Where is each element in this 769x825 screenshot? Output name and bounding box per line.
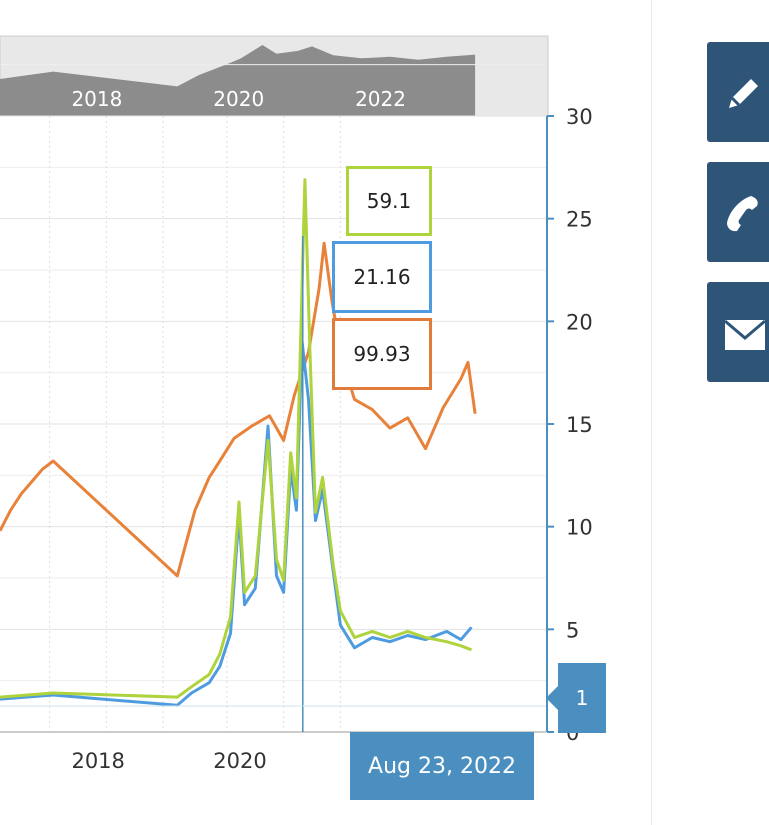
phone-icon (727, 196, 758, 232)
y-tick-label: 20 (566, 310, 593, 334)
y-tick-label: 5 (566, 618, 579, 642)
chart-grid (0, 64, 546, 733)
side-panel (651, 0, 769, 825)
navigator-area (0, 45, 476, 116)
x-tick-label: 2020 (213, 749, 266, 773)
navigator-tick-label: 2022 (355, 87, 406, 111)
y-tick-label: 30 (566, 105, 593, 129)
navigator-tick-label: 2020 (213, 87, 264, 111)
crosshair-value-label: 1 (546, 663, 606, 733)
tooltip-green-series: 59.1 (346, 166, 432, 236)
series-line-1 (0, 340, 473, 707)
series-line-2 (0, 178, 473, 699)
tooltip-orange-series: 99.93 (332, 318, 432, 390)
chart-series (0, 178, 477, 707)
edit-button[interactable] (707, 42, 769, 142)
navigator[interactable]: 2018 2020 2022 (0, 35, 549, 117)
y-tick-label: 15 (566, 413, 593, 437)
call-button[interactable] (707, 162, 769, 262)
pencil-icon (729, 79, 758, 108)
series-line-0 (0, 241, 477, 578)
y-tick-label: 25 (566, 208, 593, 232)
tooltip-blue-series: 21.16 (332, 241, 432, 313)
email-button[interactable] (707, 282, 769, 382)
envelope-icon (724, 319, 765, 350)
crosshair (0, 236, 546, 732)
crosshair-date-label: Aug 23, 2022 (350, 732, 534, 800)
x-tick-label: 2018 (71, 749, 124, 773)
y-tick-label: 10 (566, 516, 593, 540)
navigator-tick-label: 2018 (71, 87, 122, 111)
